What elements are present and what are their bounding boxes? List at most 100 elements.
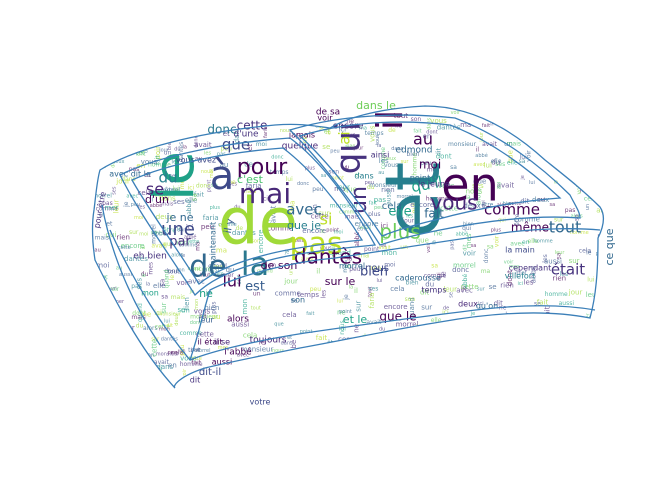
filler-word: pas bbox=[374, 196, 387, 204]
filler-word: mais bbox=[95, 234, 109, 241]
filler-word: elle bbox=[600, 288, 613, 296]
filler-word: avec bbox=[603, 370, 617, 377]
filler-word: comme bbox=[380, 147, 387, 170]
cloud-word: que je bbox=[287, 219, 321, 232]
filler-word: dantès bbox=[437, 124, 461, 132]
filler-word: sur bbox=[554, 216, 564, 223]
filler-word: mon bbox=[241, 299, 249, 315]
filler-word: se bbox=[135, 124, 141, 130]
filler-word: cela bbox=[138, 189, 152, 197]
filler-word: jour bbox=[283, 278, 298, 286]
filler-word: la bbox=[347, 255, 353, 262]
filler-word: aussi bbox=[119, 272, 132, 278]
filler-word: encore bbox=[257, 229, 265, 253]
filler-word: être bbox=[163, 227, 177, 235]
filler-word: ne bbox=[302, 135, 309, 143]
filler-word: rien bbox=[599, 163, 611, 170]
filler-word: mer bbox=[527, 361, 540, 368]
filler-word: plus bbox=[368, 211, 380, 218]
filler-word: être bbox=[514, 213, 521, 225]
filler-word: dit bbox=[494, 300, 503, 308]
filler-word: du bbox=[354, 386, 363, 394]
filler-word: donc bbox=[348, 370, 363, 377]
filler-word: pas bbox=[102, 200, 113, 207]
filler-word: dans bbox=[156, 363, 173, 371]
filler-word: de bbox=[364, 346, 370, 352]
filler-word: jour bbox=[271, 355, 283, 361]
filler-word: il bbox=[329, 350, 333, 357]
filler-word: peu bbox=[312, 186, 324, 193]
filler-word: avait bbox=[505, 120, 517, 126]
filler-word: dit bbox=[132, 360, 139, 366]
filler-word: morrel bbox=[92, 193, 112, 200]
cloud-word: même bbox=[511, 221, 549, 235]
filler-word: peu bbox=[518, 334, 526, 347]
cloud-word: avec bbox=[286, 201, 322, 219]
filler-word: avec bbox=[188, 278, 205, 286]
filler-word: alors bbox=[209, 271, 224, 278]
cloud-word: votre bbox=[250, 398, 271, 407]
filler-word: un bbox=[164, 150, 172, 157]
filler-word: la bbox=[530, 111, 536, 119]
filler-word: mais bbox=[171, 294, 185, 301]
filler-word: et bbox=[144, 171, 151, 179]
filler-word: comme bbox=[424, 272, 447, 279]
filler-word: être bbox=[126, 364, 140, 372]
filler-word: cette bbox=[196, 330, 214, 338]
filler-word: donc bbox=[96, 275, 108, 281]
filler-word: son bbox=[426, 343, 434, 355]
filler-word: abbé bbox=[306, 377, 321, 384]
filler-word: mon bbox=[159, 326, 170, 332]
filler-word: lui bbox=[164, 318, 170, 324]
filler-word: cela bbox=[493, 379, 507, 387]
filler-word: un bbox=[181, 307, 190, 315]
filler-word: bien bbox=[167, 139, 173, 150]
filler-word: nous bbox=[375, 374, 387, 380]
filler-word: monsieur bbox=[190, 314, 219, 321]
filler-word: de bbox=[388, 127, 396, 134]
filler-word: avait bbox=[329, 369, 341, 375]
filler-word: aussi bbox=[231, 321, 249, 329]
filler-word: rien bbox=[553, 274, 567, 282]
filler-word: voir bbox=[108, 286, 120, 293]
cloud-word: qu'il bbox=[410, 173, 444, 196]
filler-word: morrel bbox=[151, 224, 158, 244]
filler-word: les bbox=[566, 375, 576, 383]
filler-word: comme bbox=[218, 222, 237, 228]
filler-word: se bbox=[109, 313, 116, 320]
filler-word: les bbox=[101, 123, 111, 131]
filler-word: dit bbox=[98, 329, 105, 335]
filler-word: jour bbox=[155, 98, 163, 113]
filler-word: sur bbox=[318, 210, 329, 218]
filler-word: peu bbox=[168, 350, 177, 356]
filler-word: lui bbox=[286, 176, 293, 183]
filler-word: le bbox=[586, 250, 592, 257]
filler-word: ses bbox=[229, 181, 238, 187]
filler-word: ma bbox=[481, 268, 491, 275]
filler-word: mer bbox=[105, 204, 119, 212]
filler-word: sa bbox=[159, 279, 167, 287]
filler-word: lui bbox=[173, 186, 180, 193]
filler-word: se bbox=[291, 298, 298, 305]
filler-word: voir bbox=[451, 110, 461, 116]
filler-word: de bbox=[244, 161, 253, 169]
filler-word: rien bbox=[142, 116, 148, 126]
filler-word: peu bbox=[330, 149, 339, 155]
filler-word: encore bbox=[384, 303, 408, 311]
filler-word: moi bbox=[209, 169, 215, 178]
filler-word: être bbox=[481, 201, 493, 208]
filler-word: il bbox=[316, 267, 320, 275]
filler-word: ma bbox=[195, 241, 202, 251]
filler-word: son bbox=[503, 316, 510, 327]
filler-word: fait bbox=[306, 311, 314, 317]
filler-word: deux bbox=[589, 119, 595, 131]
filler-word: voir bbox=[328, 379, 340, 386]
filler-word: sur bbox=[395, 337, 406, 345]
cloud-word: avec dit le bbox=[109, 170, 151, 179]
filler-word: bien bbox=[549, 372, 564, 380]
filler-word: ne bbox=[174, 225, 183, 233]
filler-word: que bbox=[112, 109, 124, 116]
filler-word: abbé bbox=[150, 202, 163, 209]
filler-word: aussi bbox=[559, 300, 575, 307]
